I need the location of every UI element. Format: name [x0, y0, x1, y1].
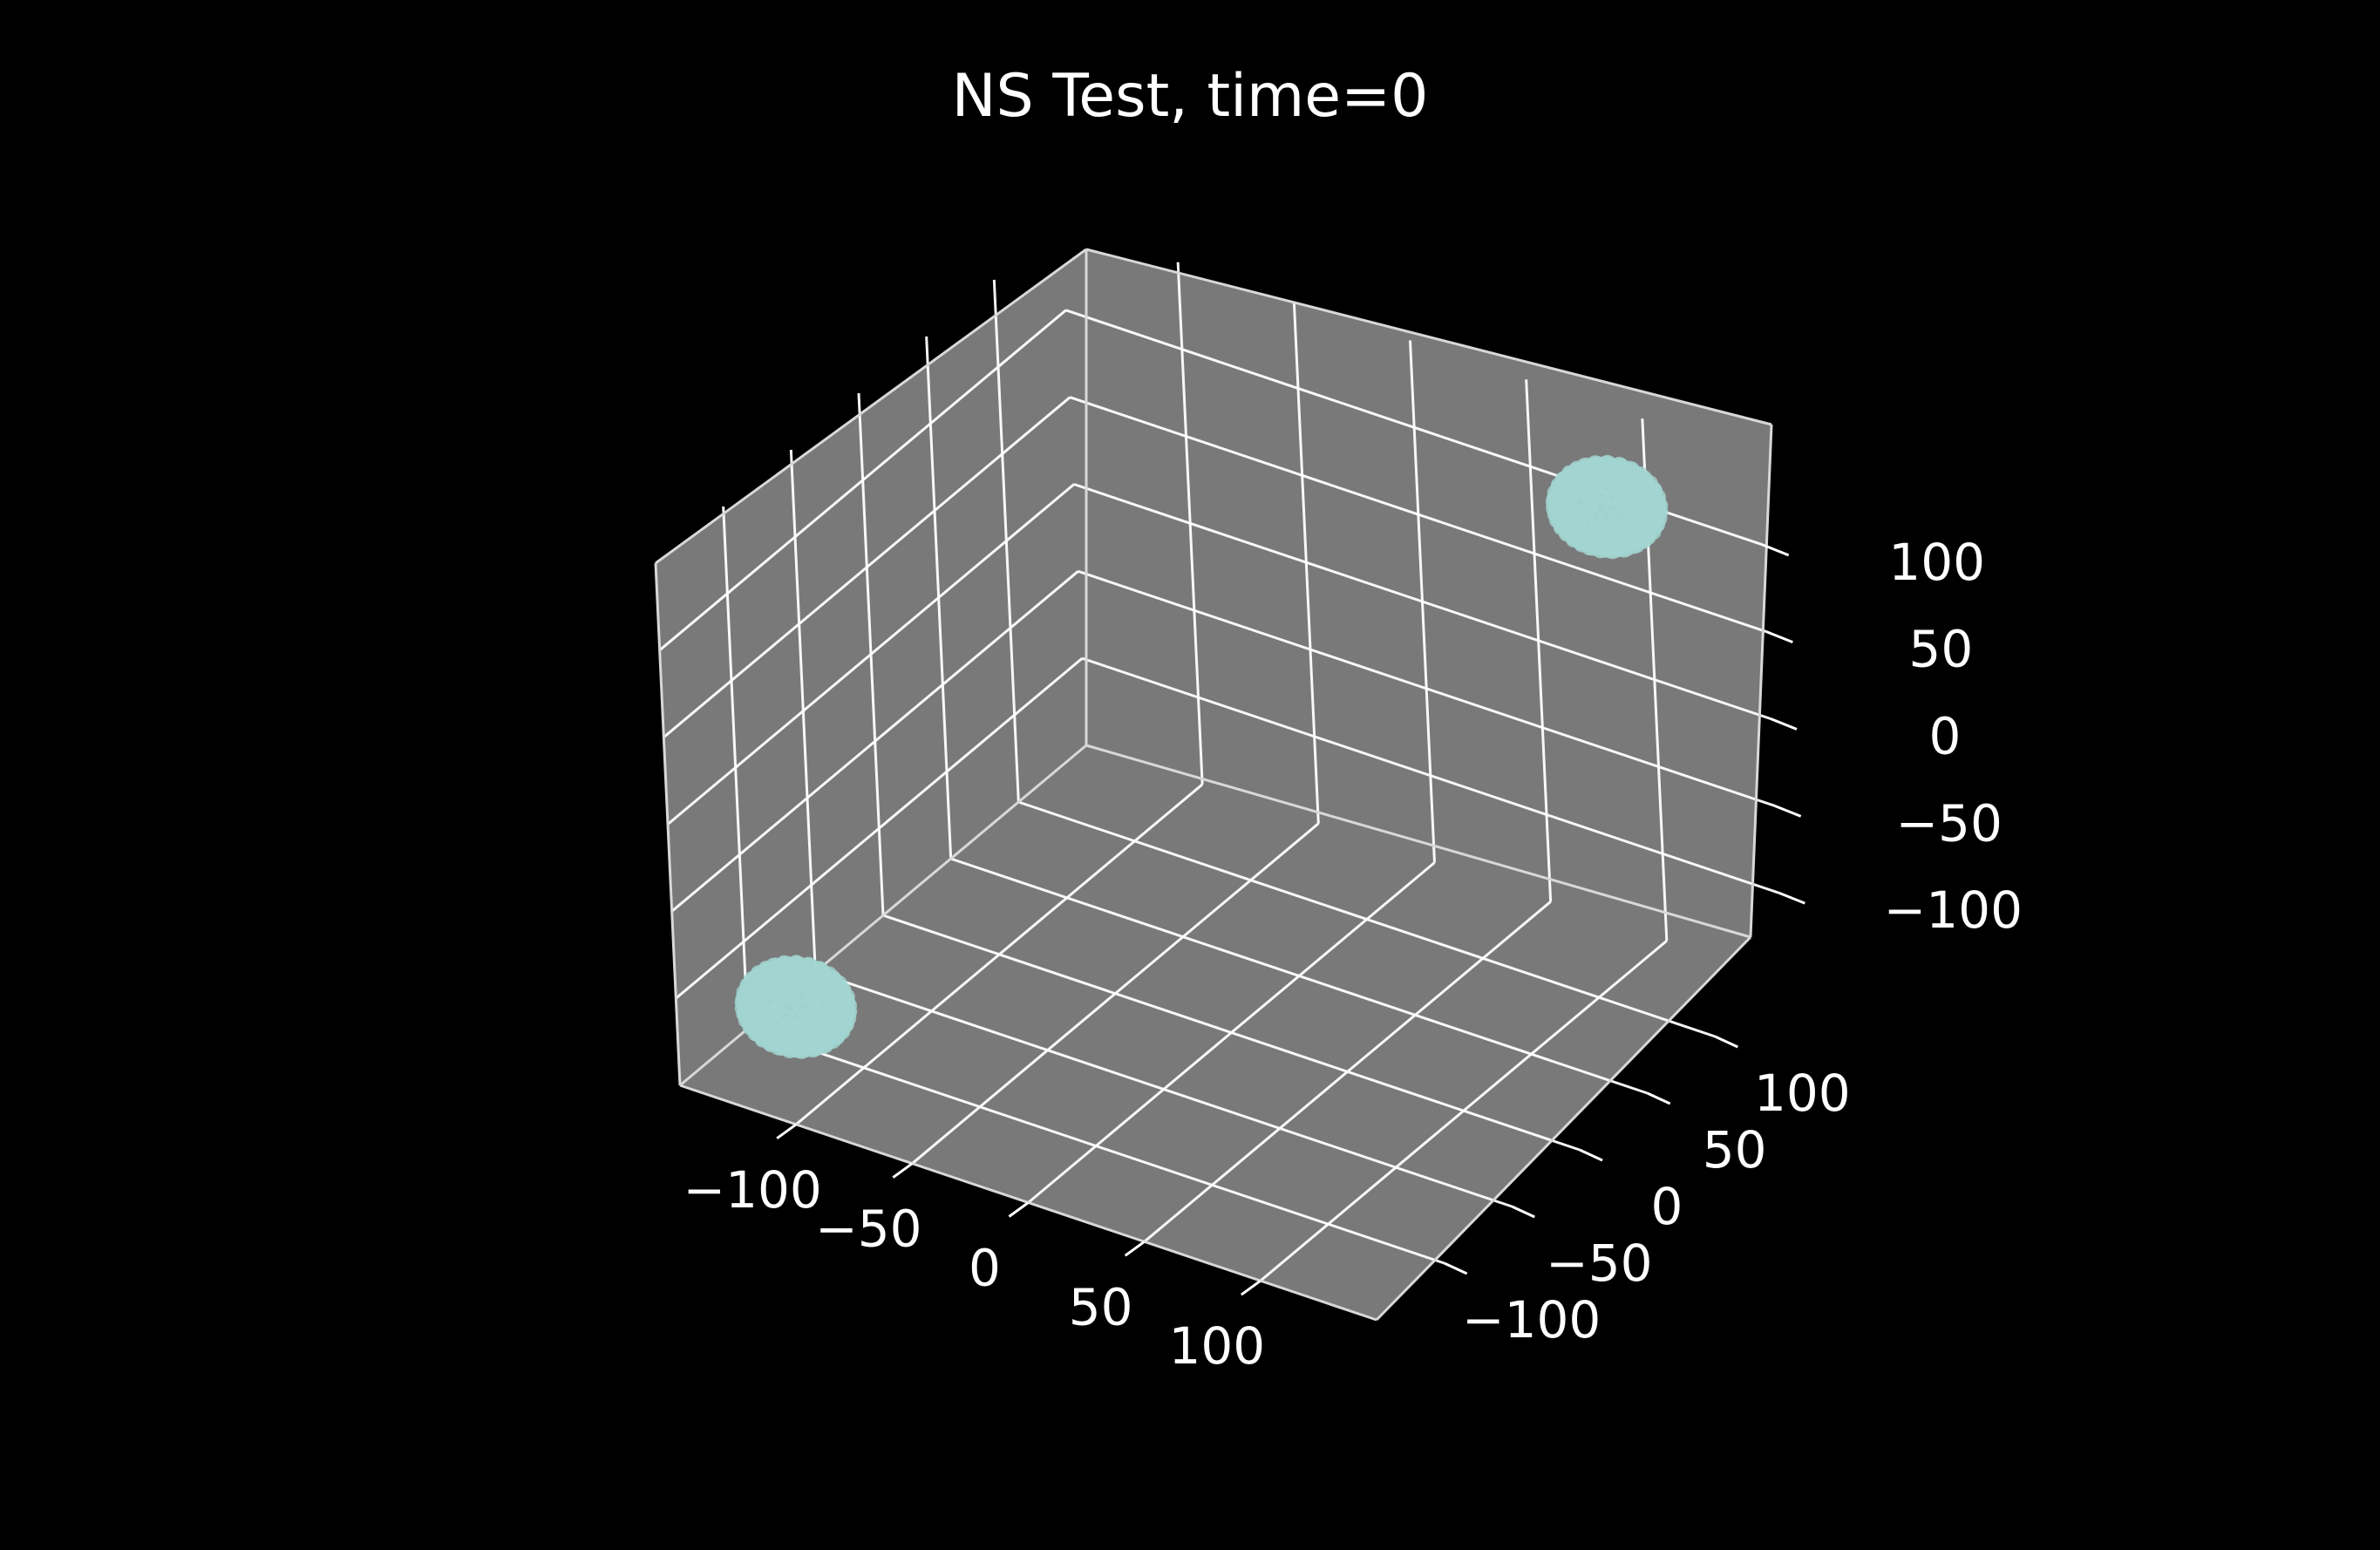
- x-tick: [776, 1123, 798, 1140]
- floor-grid-y: [882, 914, 1581, 1152]
- z-tick: [1778, 891, 1805, 905]
- x-tick: [1124, 1241, 1146, 1257]
- left-grid-z: [675, 657, 1084, 1000]
- y-tick: [1444, 1261, 1468, 1275]
- left-grid-z: [658, 309, 1067, 651]
- edge-y-axis: [1375, 935, 1752, 1322]
- y-tick: [1647, 1091, 1671, 1105]
- edge-back-floor: [1085, 744, 1751, 939]
- z-tick-label: 0: [1929, 707, 1962, 766]
- z-tick: [1774, 804, 1802, 818]
- x-tick-label: −100: [683, 1160, 822, 1220]
- back-grid-z: [1081, 656, 1779, 894]
- y-tick-label: 100: [1754, 1064, 1851, 1123]
- floor-grid-y: [747, 1027, 1445, 1265]
- x-tick: [1240, 1279, 1261, 1296]
- x-tick-label: −50: [815, 1200, 921, 1259]
- left-grid-z: [667, 483, 1075, 826]
- y-tick-label: 50: [1703, 1120, 1767, 1179]
- x-tick-label: 50: [1069, 1277, 1133, 1336]
- data-point: [1601, 534, 1616, 550]
- chart-title: NS Test, time=0: [952, 62, 1429, 131]
- left-grid-z: [670, 570, 1079, 913]
- x-tick-label: 100: [1168, 1316, 1265, 1376]
- point-cluster: [1545, 454, 1669, 560]
- back-grid-z: [1069, 396, 1767, 634]
- data-point: [789, 1034, 806, 1050]
- z-tick-label: 50: [1908, 620, 1973, 679]
- z-tick-label: −50: [1895, 793, 2002, 853]
- y-tick: [1714, 1035, 1738, 1049]
- y-tick-label: −100: [1462, 1290, 1601, 1349]
- x-tick-label: 0: [969, 1239, 1001, 1298]
- edge-top-back: [1085, 248, 1772, 426]
- floor-grid-y: [950, 857, 1649, 1095]
- z-tick: [1762, 543, 1790, 557]
- x-tick: [1008, 1201, 1030, 1218]
- grid-lines: [658, 262, 1779, 1282]
- y-tick: [1511, 1205, 1535, 1219]
- z-tick: [1770, 717, 1798, 731]
- point-cluster: [734, 955, 858, 1059]
- floor-grid-y: [1017, 800, 1716, 1038]
- z-tick-label: 100: [1888, 533, 1985, 592]
- data-points: [734, 454, 1669, 1059]
- floor-grid-y: [814, 970, 1513, 1208]
- edge-z-axis: [1749, 424, 1773, 938]
- pane-floor: [680, 745, 1751, 1320]
- tick-marks: [776, 543, 1805, 1296]
- left-grid-z: [663, 396, 1071, 738]
- y-tick-label: −50: [1546, 1234, 1652, 1293]
- back-grid-z: [1078, 569, 1776, 807]
- z-tick-label: −100: [1884, 880, 2023, 940]
- y-tick: [1579, 1148, 1603, 1162]
- edge-top-left: [655, 248, 1087, 565]
- edge-left: [654, 562, 682, 1086]
- z-tick: [1765, 630, 1793, 644]
- back-grid-z: [1073, 483, 1771, 720]
- y-tick-label: 0: [1651, 1177, 1683, 1236]
- pane-back-wall: [1086, 249, 1771, 937]
- x-tick: [892, 1162, 914, 1179]
